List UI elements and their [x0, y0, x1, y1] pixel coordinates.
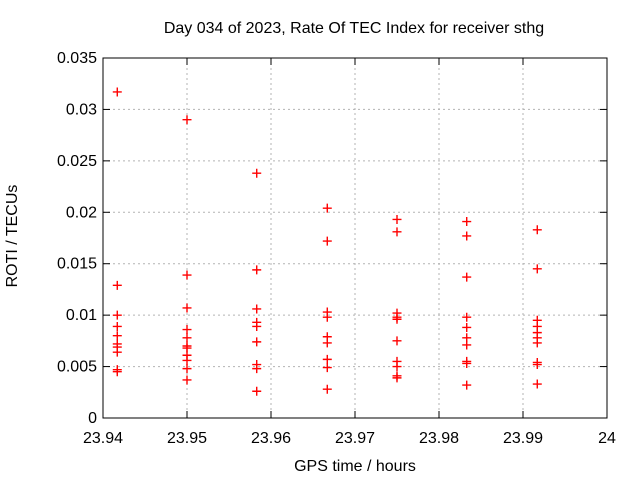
data-point-marker — [532, 264, 542, 274]
data-point-marker — [462, 217, 472, 227]
y-tick-label: 0.01 — [66, 307, 97, 324]
data-point-marker — [112, 331, 122, 341]
data-point-marker — [462, 231, 472, 241]
data-point-marker — [392, 336, 402, 346]
data-point-marker — [462, 272, 472, 282]
y-tick-label: 0.035 — [57, 50, 97, 67]
data-point-marker — [252, 321, 262, 331]
data-point-marker — [252, 337, 262, 347]
data-point-marker — [462, 380, 472, 390]
data-point-marker — [322, 354, 332, 364]
data-point-marker — [322, 236, 332, 246]
x-tick-label: 23.96 — [251, 430, 291, 447]
data-point-marker — [532, 360, 542, 370]
data-point-marker — [322, 203, 332, 213]
y-tick-label: 0.025 — [57, 153, 97, 170]
y-tick-labels: 0 0.005 0.01 0.015 0.02 0.025 0.03 0.035 — [57, 50, 97, 427]
data-point-marker — [322, 312, 332, 322]
data-point-marker — [112, 280, 122, 290]
data-point-marker — [112, 310, 122, 320]
data-point-marker — [252, 168, 262, 178]
y-tick-label: 0.03 — [66, 101, 97, 118]
data-point-marker — [112, 347, 122, 357]
y-tick-label: 0.005 — [57, 359, 97, 376]
data-point-marker — [112, 87, 122, 97]
data-point-marker — [252, 364, 262, 374]
data-point-marker — [462, 322, 472, 332]
data-point-marker — [462, 340, 472, 350]
data-point-marker — [392, 314, 402, 324]
data-point-marker — [322, 384, 332, 394]
x-tick-label: 23.99 — [503, 430, 543, 447]
data-point-marker — [392, 227, 402, 237]
data-point-marker — [182, 303, 192, 313]
y-tick-label: 0 — [88, 410, 97, 427]
x-tick-labels: 23.94 23.95 23.96 23.97 23.98 23.99 24 — [83, 430, 616, 447]
y-axis-label: ROTI / TECUs — [4, 185, 21, 288]
chart-title: Day 034 of 2023, Rate Of TEC Index for r… — [164, 20, 544, 37]
data-point-marker — [182, 270, 192, 280]
data-point-marker — [392, 214, 402, 224]
data-point-marker — [532, 379, 542, 389]
data-point-marker — [252, 304, 262, 314]
y-tick-label: 0.02 — [66, 204, 97, 221]
data-point-marker — [252, 265, 262, 275]
x-tick-label: 23.98 — [419, 430, 459, 447]
data-point-marker — [322, 363, 332, 373]
x-axis-label: GPS time / hours — [294, 458, 416, 475]
data-points — [112, 87, 542, 396]
data-point-marker — [182, 375, 192, 385]
data-point-marker — [182, 325, 192, 335]
data-point-marker — [392, 373, 402, 383]
data-point-marker — [462, 312, 472, 322]
data-point-marker — [182, 355, 192, 365]
data-point-marker — [462, 358, 472, 368]
data-point-marker — [322, 338, 332, 348]
y-tick-label: 0.015 — [57, 256, 97, 273]
x-tick-label: 23.94 — [83, 430, 123, 447]
data-point-marker — [252, 386, 262, 396]
grid-lines — [103, 58, 607, 418]
x-tick-label: 23.97 — [335, 430, 375, 447]
x-tick-label: 23.95 — [167, 430, 207, 447]
data-point-marker — [392, 362, 402, 372]
plot-border — [102, 57, 608, 419]
data-point-marker — [182, 364, 192, 374]
data-point-marker — [532, 338, 542, 348]
data-point-marker — [182, 333, 192, 343]
data-point-marker — [532, 225, 542, 235]
data-point-marker — [112, 321, 122, 331]
x-tick-label: 24 — [598, 430, 616, 447]
data-point-marker — [182, 115, 192, 125]
data-point-marker — [112, 367, 122, 377]
